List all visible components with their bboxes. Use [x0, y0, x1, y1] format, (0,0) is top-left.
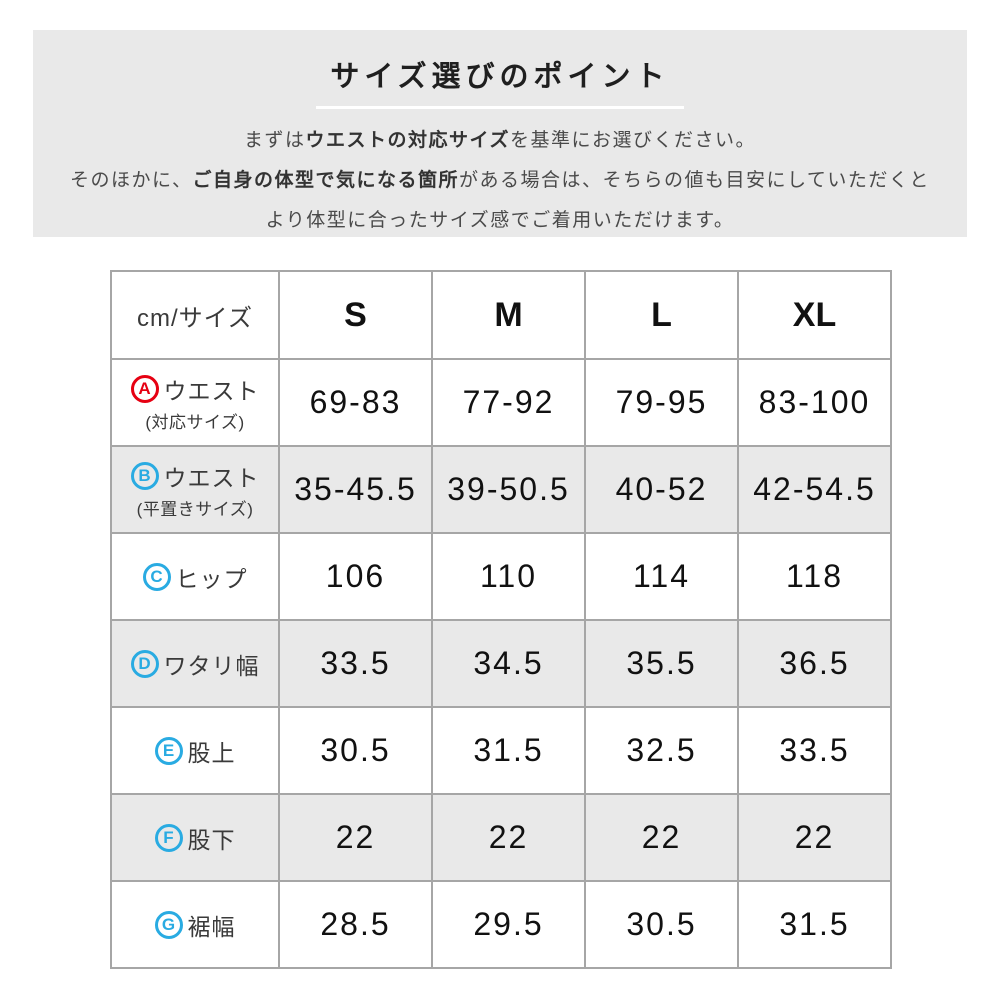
row-header-waist-nominal: A ウエスト (対応サイズ) — [110, 358, 280, 447]
intro-line-2: そのほかに、ご自身の体型で気になる箇所がある場合は、そちらの値も目安にしていただ… — [33, 161, 967, 201]
cell-value: 110 — [431, 532, 586, 621]
cell-value: 118 — [737, 532, 892, 621]
row-header-hip: C ヒップ — [110, 532, 280, 621]
cell-value: 31.5 — [737, 880, 892, 969]
table-row-waist-nominal: A ウエスト (対応サイズ) 69-83 77-92 79-95 83-100 — [110, 358, 892, 447]
column-header-s: S — [278, 270, 433, 360]
cell-value: 34.5 — [431, 619, 586, 708]
cell-value: 35.5 — [584, 619, 739, 708]
intro-box: サイズ選びのポイント まずはウエストの対応サイズを基準にお選びください。 そのほ… — [33, 30, 967, 237]
cell-value: 79-95 — [584, 358, 739, 447]
intro-line-3: より体型に合ったサイズ感でご着用いただけます。 — [265, 210, 735, 231]
marker-g-icon: G — [154, 910, 183, 939]
row-header-rise: E 股上 — [110, 706, 280, 795]
table-row-waist-flat: B ウエスト (平置きサイズ) 35-45.5 39-50.5 40-52 42… — [110, 445, 892, 534]
cell-value: 22 — [737, 793, 892, 882]
row-header-waist-flat: B ウエスト (平置きサイズ) — [110, 445, 280, 534]
cell-value: 30.5 — [278, 706, 433, 795]
cell-value: 31.5 — [431, 706, 586, 795]
marker-e-icon: E — [154, 736, 183, 765]
cell-value: 42-54.5 — [737, 445, 892, 534]
cell-value: 22 — [584, 793, 739, 882]
cell-value: 83-100 — [737, 358, 892, 447]
cell-value: 22 — [431, 793, 586, 882]
row-label: 股下 — [187, 826, 236, 853]
cell-value: 106 — [278, 532, 433, 621]
size-table: cm/サイズ S M L XL A ウエスト (対応サイズ) 69-83 77-… — [110, 270, 892, 969]
table-row-inseam: F 股下 22 22 22 22 — [110, 793, 892, 882]
marker-f-icon: F — [154, 823, 183, 852]
cell-value: 36.5 — [737, 619, 892, 708]
intro-line-2-bold: ご自身の体型で気になる箇所 — [192, 170, 459, 191]
row-label: 裾幅 — [187, 913, 236, 940]
column-header-xl: XL — [737, 270, 892, 360]
cell-value: 22 — [278, 793, 433, 882]
cell-value: 28.5 — [278, 880, 433, 969]
row-label: ワタリ幅 — [163, 652, 260, 679]
marker-c-icon: C — [142, 562, 171, 591]
intro-line-1-pre: まずは — [244, 130, 306, 151]
cell-value: 35-45.5 — [278, 445, 433, 534]
table-row-rise: E 股上 30.5 31.5 32.5 33.5 — [110, 706, 892, 795]
column-header-l: L — [584, 270, 739, 360]
intro-line-1: まずはウエストの対応サイズを基準にお選びください。 — [33, 121, 967, 161]
marker-a-icon: A — [130, 375, 159, 403]
intro-line-1-bold: ウエストの対応サイズ — [305, 130, 510, 151]
row-label: ウエスト — [163, 465, 260, 491]
cell-value: 29.5 — [431, 880, 586, 969]
table-row-hem: G 裾幅 28.5 29.5 30.5 31.5 — [110, 880, 892, 969]
marker-b-icon: B — [130, 462, 159, 490]
row-label: ヒップ — [175, 565, 248, 592]
cell-value: 77-92 — [431, 358, 586, 447]
intro-text: まずはウエストの対応サイズを基準にお選びください。 そのほかに、ご自身の体型で気… — [33, 121, 967, 241]
cell-value: 33.5 — [737, 706, 892, 795]
column-header-m: M — [431, 270, 586, 360]
cell-value: 30.5 — [584, 880, 739, 969]
cell-value: 33.5 — [278, 619, 433, 708]
cell-value: 40-52 — [584, 445, 739, 534]
marker-d-icon: D — [130, 649, 159, 678]
intro-line-1-post: を基準にお選びください。 — [509, 130, 756, 151]
cell-value: 32.5 — [584, 706, 739, 795]
row-header-thigh: D ワタリ幅 — [110, 619, 280, 708]
cell-value: 69-83 — [278, 358, 433, 447]
table-header-row: cm/サイズ S M L XL — [110, 270, 892, 360]
table-row-hip: C ヒップ 106 110 114 118 — [110, 532, 892, 621]
row-label: ウエスト — [163, 378, 260, 404]
table-row-thigh: D ワタリ幅 33.5 34.5 35.5 36.5 — [110, 619, 892, 708]
row-header-hem: G 裾幅 — [110, 880, 280, 969]
cell-value: 114 — [584, 532, 739, 621]
unit-header-cell: cm/サイズ — [110, 270, 280, 360]
row-header-inseam: F 股下 — [110, 793, 280, 882]
row-sublabel: (対応サイズ) — [145, 413, 245, 432]
intro-line-2-post: がある場合は、そちらの値も目安にしていただくと — [459, 170, 930, 191]
page-title: サイズ選びのポイント — [316, 53, 684, 109]
cell-value: 39-50.5 — [431, 445, 586, 534]
intro-line-2-pre: そのほかに、 — [70, 170, 193, 191]
row-sublabel: (平置きサイズ) — [136, 500, 254, 519]
row-label: 股上 — [187, 739, 236, 766]
